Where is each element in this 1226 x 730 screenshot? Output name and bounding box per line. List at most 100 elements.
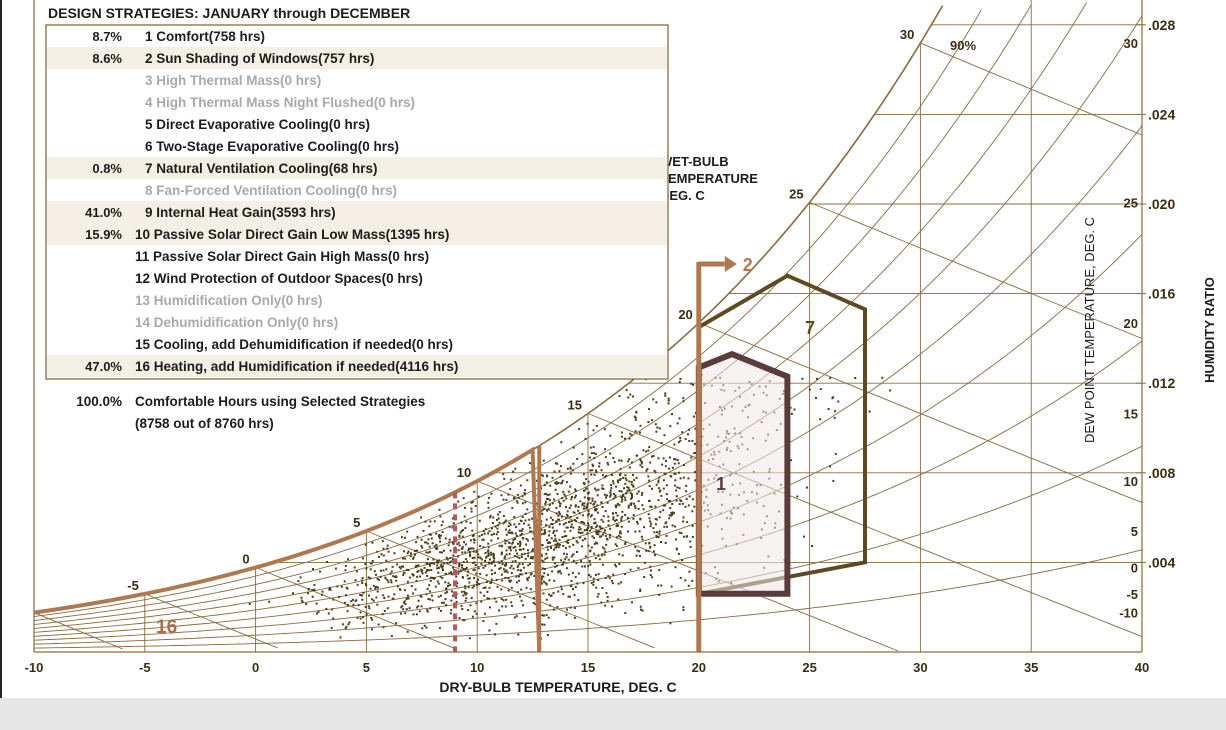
y-axis-label: HUMIDITY RATIO [1202,277,1217,383]
hour-point [638,555,641,557]
strategy-label[interactable]: 14 Dehumidification Only(0 hrs) [135,315,338,330]
hour-point [645,469,648,472]
hour-point [571,571,574,574]
hour-point [592,503,595,506]
hour-point [649,546,652,549]
strategy-label[interactable]: 4 High Thermal Mass Night Flushed(0 hrs) [145,95,415,110]
hour-point [437,566,440,569]
hour-point [414,566,417,568]
hour-point [509,545,512,548]
hour-point [640,535,643,538]
hour-point [479,572,482,575]
hour-point [437,561,440,564]
hour-point [499,566,502,569]
hour-point [868,410,871,413]
strategy-label[interactable]: 16 Heating, add Humidification if needed… [135,359,458,374]
hour-point [657,584,660,587]
hour-point [688,570,691,573]
hour-point [471,586,474,589]
hour-point [517,564,520,567]
hour-point [500,573,503,576]
hour-point [637,500,640,503]
hour-point [684,579,687,582]
hour-point [553,498,556,501]
hour-point [596,595,599,598]
hour-point [617,524,620,527]
hour-point [616,536,618,539]
hour-point [648,541,651,544]
hour-point [571,469,574,472]
hour-point [479,557,482,559]
hour-point [540,553,543,556]
hour-point [498,511,501,513]
hour-point [452,566,455,569]
hour-point [461,535,464,538]
hour-point [609,491,612,494]
hour-point [669,507,672,509]
hour-point [379,575,382,578]
hour-point [618,479,621,481]
hour-point [555,546,558,549]
hour-point [691,536,694,538]
hour-point [625,388,628,391]
hour-point [664,472,667,475]
strategy-label[interactable]: 2 Sun Shading of Windows(757 hrs) [145,51,374,66]
hour-point [389,579,392,582]
hour-point [360,579,363,582]
hour-point [502,473,505,476]
hour-point [554,482,557,485]
hour-point [554,562,556,565]
hour-point [369,577,372,580]
hour-point [597,579,600,582]
hour-point [345,625,348,628]
hour-point [691,510,694,513]
hour-point [461,551,464,554]
hour-point [431,599,434,602]
hour-point [460,604,463,607]
hour-point [643,576,646,578]
hour-point [647,449,650,452]
hour-point [587,498,590,501]
hour-point [420,516,422,519]
hour-point [569,529,572,532]
strategy-label[interactable]: 10 Passive Solar Direct Gain Low Mass(13… [135,227,449,242]
strategy-label[interactable]: 11 Passive Solar Direct Gain High Mass(0… [135,249,429,264]
hour-point [469,554,472,557]
strategy-label[interactable]: 7 Natural Ventilation Cooling(68 hrs) [145,161,378,176]
hour-point [589,469,592,472]
hour-point [507,577,510,580]
hour-point [633,479,636,481]
hour-point [630,503,633,506]
hour-point [381,540,384,543]
hour-point [581,545,584,548]
dew-point-tick-label: 25 [1124,195,1138,210]
strategy-label[interactable]: 8 Fan-Forced Ventilation Cooling(0 hrs) [145,183,397,198]
hour-point [647,475,650,478]
hour-point [405,608,408,611]
hour-point [634,507,637,510]
hour-point [688,495,691,498]
hour-point [458,535,461,538]
hour-point [424,520,427,523]
hour-point [449,612,452,615]
strategy-label[interactable]: 13 Humidification Only(0 hrs) [135,293,323,308]
strategy-label[interactable]: 3 High Thermal Mass(0 hrs) [145,73,321,88]
hour-point [650,569,652,572]
strategy-label[interactable]: 5 Direct Evaporative Cooling(0 hrs) [145,117,370,132]
hour-point [675,489,678,492]
zone-16-boundary [33,446,542,653]
strategy-label[interactable]: 1 Comfort(758 hrs) [145,29,265,44]
hour-point [627,504,630,507]
hour-point [494,571,496,574]
hour-point [658,490,661,493]
hour-point [684,505,687,508]
strategy-label[interactable]: 6 Two-Stage Evaporative Cooling(0 hrs) [145,139,399,154]
hour-point [484,586,487,589]
hour-point [406,594,409,597]
hour-point [678,417,681,420]
hour-point [451,541,454,544]
strategy-label[interactable]: 12 Wind Protection of Outdoor Spaces(0 h… [135,271,423,286]
strategy-label[interactable]: 15 Cooling, add Dehumidification if need… [135,337,453,352]
hour-point [517,633,520,636]
strategy-label[interactable]: 9 Internal Heat Gain(3593 hrs) [145,205,336,220]
